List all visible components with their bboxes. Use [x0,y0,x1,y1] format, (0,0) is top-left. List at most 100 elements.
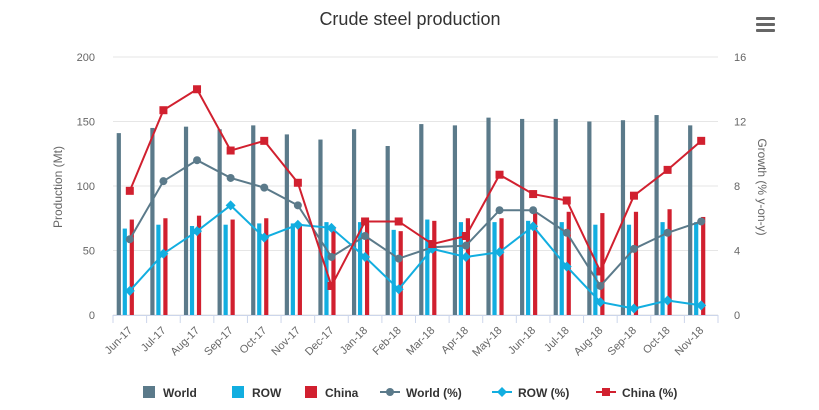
x-tick-label: Apr-18 [439,325,471,357]
point-world [394,254,403,263]
point-row [561,261,572,272]
bar-world [351,129,357,315]
point-row [628,303,639,314]
point-china [461,231,470,240]
x-tick-label: Jun-17 [103,325,135,357]
x-tick-label: Jan-18 [338,325,370,357]
point-world [159,177,168,186]
legend-item-china[interactable]: China (%) [596,386,677,400]
y-tick-left: 0 [89,310,95,322]
bar-china [331,227,336,315]
point-row [158,248,169,259]
bar-row [559,222,564,315]
bar-world [116,133,121,315]
point-row [595,297,606,308]
legend-item-china[interactable]: China [305,386,359,400]
point-row [494,247,505,258]
point-world [495,206,504,215]
y-tick-left: 100 [77,181,95,193]
line-row [129,204,702,310]
point-world [562,228,571,237]
point-china [226,146,235,155]
legend-item-row[interactable]: ROW [232,386,282,400]
bar-row [223,224,228,315]
legend-item-world[interactable]: World (%) [380,386,462,400]
y-tick-left: 150 [77,117,95,129]
legend-label: World (%) [406,386,462,400]
legend-swatch [143,386,155,398]
x-tick-label: Sep-18 [606,325,640,359]
line-world [128,159,702,288]
legend-item-row[interactable]: ROW (%) [492,386,569,400]
point-row [292,219,303,230]
point-china [495,170,504,179]
legend: World ROW China World (%) ROW (%) China (%) [143,386,677,400]
x-tick-label: Nov-18 [673,325,707,359]
bar-row [257,223,262,315]
point-china [159,106,168,115]
point-row [662,295,673,306]
point-world [327,252,336,261]
bar-world [251,125,256,316]
point-world [596,281,605,290]
point-row [326,222,337,233]
bar-china [701,216,706,315]
bar-world [385,146,390,315]
legend-swatch [232,386,244,398]
bar-row [290,223,295,315]
y-tick-right: 4 [734,246,740,258]
legend-swatch [305,386,317,398]
bar-world [183,126,189,315]
legend-marker [386,388,394,396]
y-tick-left: 200 [77,52,95,64]
bar-world [150,127,155,315]
bar-row [458,222,464,315]
bar-row [626,224,632,315]
bar-row [122,228,127,315]
hamburger-menu-icon[interactable] [756,17,775,32]
x-tick-label: Jul-18 [542,325,572,355]
point-world [663,228,672,237]
y-axis-title-left: Production (Mt) [51,146,65,228]
point-row [528,221,539,232]
y-tick-right: 8 [734,181,740,193]
bar-row [189,225,195,315]
point-china [293,178,302,187]
point-row [124,285,135,296]
point-china [394,217,403,226]
bar-world [452,125,458,316]
chart-title: Crude steel production [319,9,500,29]
bar-row [660,222,665,315]
point-world [629,244,638,253]
point-world [361,231,370,240]
point-china [529,190,538,199]
bar-world [486,117,491,315]
bar-world [217,129,222,315]
bar-world [587,121,592,315]
point-china [629,191,638,200]
x-tick-label: Jul-17 [139,325,169,355]
legend-marker [602,388,610,396]
bar-row [492,222,497,315]
x-tick-label: Sep-17 [202,325,236,359]
bar-row [156,224,161,315]
bar-china [264,218,269,315]
y-tick-left: 50 [83,246,95,258]
legend-marker [497,387,507,397]
legend-label: World [163,386,197,400]
bar-china [398,231,403,315]
point-row [225,200,236,211]
bar-china [129,219,134,315]
legend-label: ROW (%) [518,386,569,400]
point-row [460,251,471,262]
bar-china [163,218,168,315]
point-china [193,85,202,94]
legend-label: ROW [252,386,282,400]
point-china [562,196,571,205]
bar-world [419,124,424,315]
x-tick-label: Jun-18 [506,325,538,357]
point-world [226,173,235,182]
legend-item-world[interactable]: World [143,386,197,400]
x-tick-label: Oct-18 [641,325,673,357]
